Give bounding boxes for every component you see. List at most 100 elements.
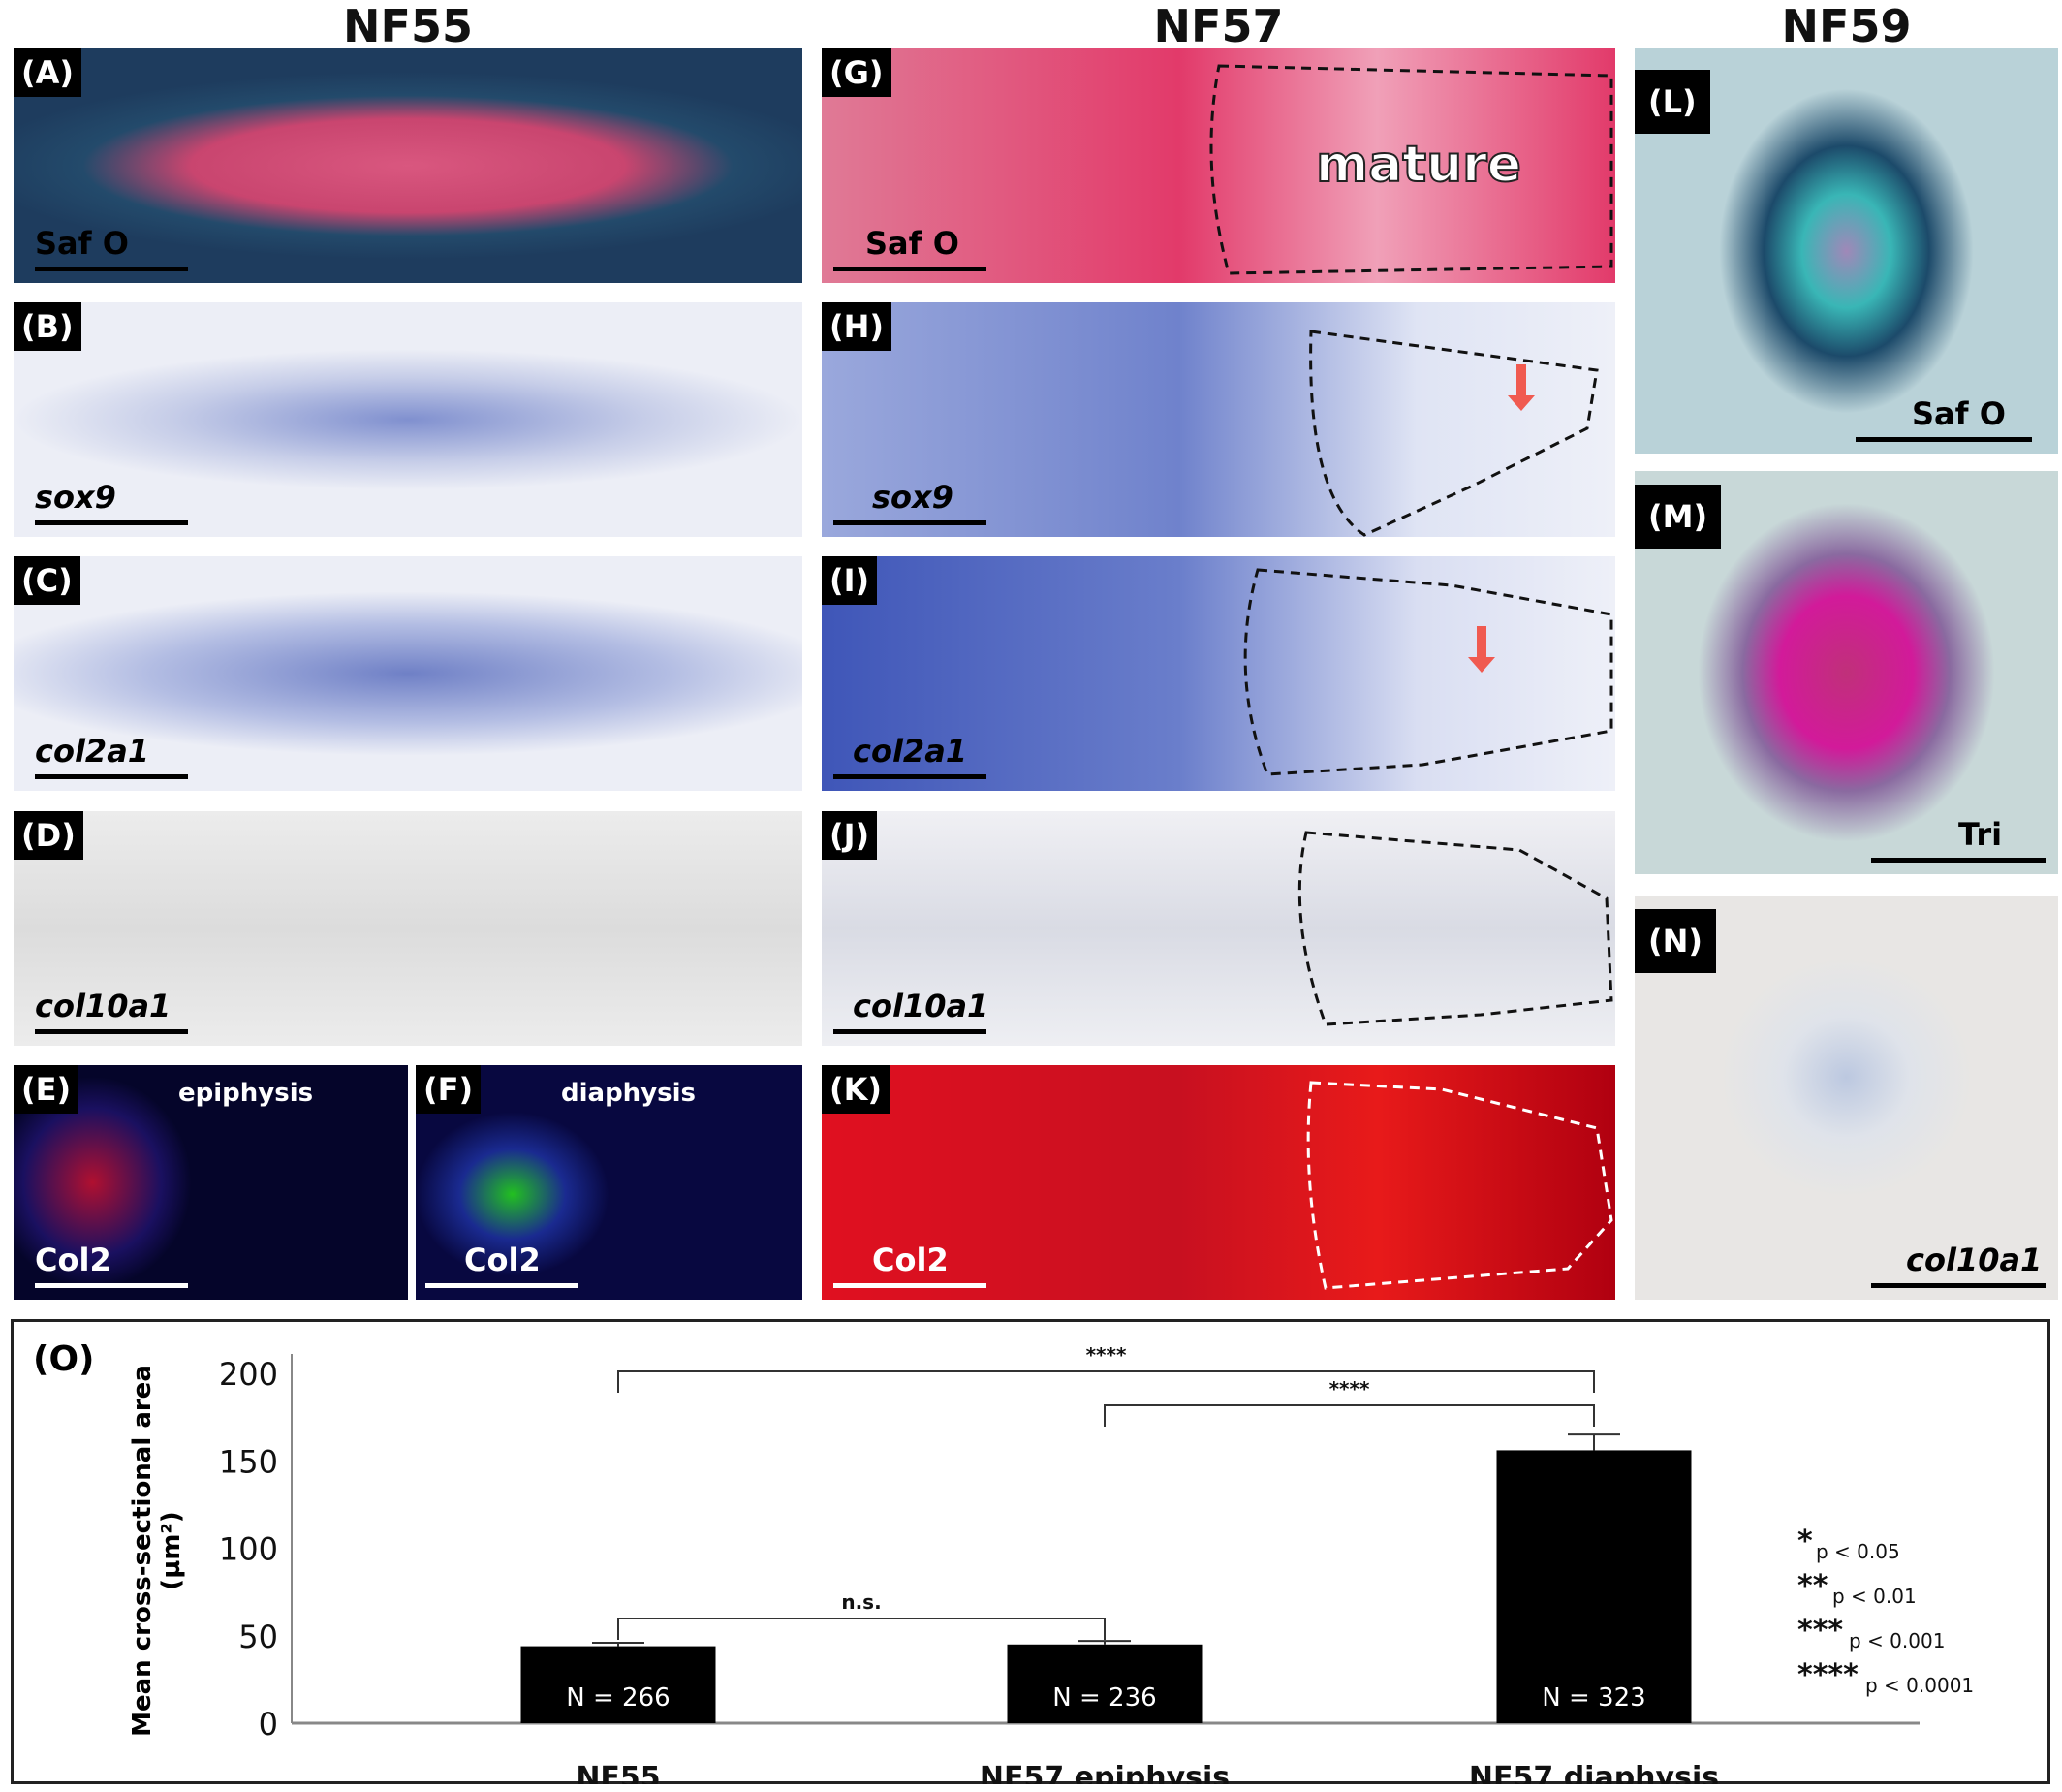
stain-label: col10a1: [1906, 1242, 2043, 1278]
scale-bar: [35, 1283, 188, 1288]
key-text: p < 0.01: [1832, 1585, 1917, 1608]
stain-label: col2a1: [853, 733, 968, 770]
column-title-nf57: NF57: [1153, 0, 1284, 52]
panel-label: (G): [822, 48, 891, 97]
stain-label: Col2: [464, 1242, 541, 1278]
panel-i: (I) col2a1: [822, 556, 1615, 791]
panel-h: (H) sox9: [822, 302, 1615, 537]
stain-label: Tri: [1958, 816, 2003, 853]
scale-bar: [35, 520, 188, 525]
y-tick-label: 150: [219, 1443, 278, 1480]
significance-label: ****: [1329, 1377, 1370, 1400]
key-text: p < 0.001: [1849, 1629, 1945, 1652]
panel-n: (N) col10a1: [1635, 896, 2058, 1300]
bar: [520, 1646, 716, 1723]
panel-d: (D) col10a1: [14, 811, 802, 1046]
bar: [1496, 1450, 1692, 1723]
panel-label: (B): [14, 302, 81, 351]
scale-bar: [833, 1283, 986, 1288]
panel-j: (J) col10a1: [822, 811, 1615, 1046]
mature-zone-outline: [1209, 64, 1613, 275]
chart-panel-o: (O) Mean cross-sectional area (µm²) 0 50 1…: [11, 1319, 2050, 1784]
significance-bracket: [617, 1618, 1106, 1640]
panel-label: (K): [822, 1065, 890, 1114]
red-arrow-icon: [1468, 626, 1495, 673]
mature-annotation: mature: [1315, 135, 1522, 195]
stain-label: col10a1: [853, 988, 989, 1024]
panel-label: (O): [33, 1339, 95, 1379]
scale-bar: [425, 1283, 578, 1288]
bar-label: N = 323: [1542, 1683, 1645, 1713]
panel-label: (L): [1635, 70, 1710, 134]
bar-chart: Mean cross-sectional area (µm²) 0 50 100 15…: [128, 1343, 1974, 1784]
y-tick-label: 100: [219, 1531, 278, 1568]
mature-zone-outline: [1309, 330, 1599, 537]
region-label: epiphysis: [178, 1079, 314, 1108]
stain-label: col2a1: [35, 733, 150, 770]
panel-m: (M) Tri: [1635, 471, 2058, 874]
panel-label: (F): [416, 1065, 482, 1114]
panel-e: (E) epiphysis Col2: [14, 1065, 408, 1300]
scale-bar: [35, 1029, 188, 1034]
stain-label: Saf O: [35, 225, 129, 262]
key-stars: **: [1797, 1569, 1828, 1603]
panel-label: (A): [14, 48, 82, 97]
column-title-nf55: NF55: [343, 0, 473, 52]
scale-bar: [833, 1029, 986, 1034]
y-tick-label: 50: [238, 1619, 278, 1655]
panel-a: (A) Saf O: [14, 48, 802, 283]
panel-l: (L) Saf O: [1635, 48, 2058, 454]
panel-f: (F) diaphysis Col2: [416, 1065, 802, 1300]
y-tick-label: 200: [219, 1356, 278, 1393]
panel-c: (C) col2a1: [14, 556, 802, 791]
scale-bar: [833, 267, 986, 271]
stain-label: Saf O: [865, 225, 959, 262]
significance-bracket: [617, 1370, 1595, 1393]
stain-label: col10a1: [35, 988, 172, 1024]
scale-bar: [833, 774, 986, 779]
x-tick-label: NF57 diaphysis: [1469, 1761, 1719, 1784]
panel-label: (C): [14, 556, 80, 605]
stain-label: Col2: [35, 1242, 111, 1278]
key-text: p < 0.0001: [1865, 1674, 1974, 1697]
panel-label: (E): [14, 1065, 79, 1114]
mature-zone-outline: [1306, 1081, 1613, 1290]
stain-label: Col2: [872, 1242, 949, 1278]
y-tick-label: 0: [259, 1706, 278, 1743]
panel-label: (J): [822, 811, 878, 860]
mature-zone-outline: [1243, 568, 1613, 776]
key-stars: ****: [1797, 1658, 1859, 1692]
y-axis-label-line2: (µm²): [157, 1511, 186, 1589]
scale-bar: [35, 267, 188, 271]
stain-label: sox9: [872, 479, 953, 516]
y-axis-label: Mean cross-sectional area (µm²): [128, 1365, 186, 1737]
panel-k: (K) Col2: [822, 1065, 1615, 1300]
x-tick-label: NF57 epiphysis: [980, 1761, 1230, 1784]
panel-label: (D): [14, 811, 83, 860]
significance-label: ****: [1086, 1343, 1127, 1367]
panel-g: (G) mature Saf O: [822, 48, 1615, 283]
y-axis-label-line1: Mean cross-sectional area: [128, 1365, 157, 1737]
panel-label: (I): [822, 556, 878, 605]
panel-label: (M): [1635, 485, 1722, 549]
stain-label: sox9: [35, 479, 116, 516]
scale-bar: [35, 774, 188, 779]
key-text: p < 0.05: [1816, 1540, 1900, 1563]
bar-label: N = 266: [566, 1683, 670, 1713]
panel-label: (H): [822, 302, 892, 351]
red-arrow-icon: [1508, 364, 1535, 411]
significance-bracket: [1104, 1404, 1595, 1427]
panel-label: (N): [1635, 909, 1717, 973]
key-stars: ***: [1797, 1614, 1843, 1648]
column-title-nf59: NF59: [1781, 0, 1912, 52]
significance-label: n.s.: [841, 1590, 881, 1614]
scale-bar: [833, 520, 986, 525]
stain-label: Saf O: [1912, 395, 2006, 432]
panel-b: (B) sox9: [14, 302, 802, 537]
scale-bar: [1871, 1283, 2046, 1288]
scale-bar: [1856, 437, 2032, 442]
region-label: diaphysis: [561, 1079, 697, 1108]
x-tick-label: NF55: [576, 1761, 660, 1784]
bar-label: N = 236: [1052, 1683, 1156, 1713]
mature-zone-outline: [1297, 831, 1613, 1026]
